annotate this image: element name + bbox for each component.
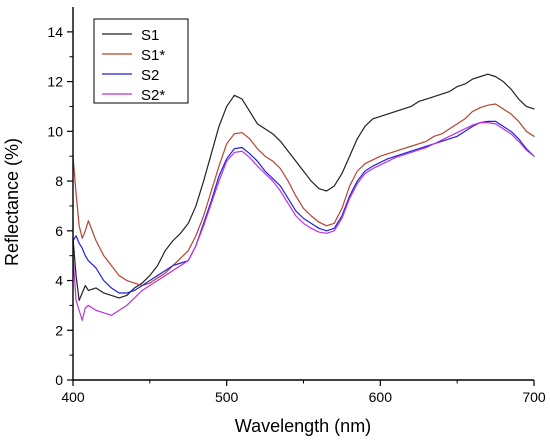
x-axis-label: Wavelength (nm): [235, 416, 371, 436]
series-line-s2: [72, 120, 535, 294]
y-tick-label-0: 0: [55, 372, 63, 388]
y-tick-label-8: 8: [55, 173, 63, 189]
x-tick-label-500: 500: [215, 389, 239, 405]
x-tick-label-600: 600: [369, 389, 393, 405]
y-tick-label-12: 12: [47, 74, 63, 90]
series-line-s1: [72, 73, 535, 302]
y-tick-label-10: 10: [47, 123, 63, 139]
y-tick-label-2: 2: [55, 322, 63, 338]
x-tick-label-400: 400: [61, 389, 85, 405]
legend-box: [93, 18, 189, 104]
y-tick-label-14: 14: [47, 24, 63, 40]
series-line-s2-star: [72, 122, 535, 321]
legend-label-s1: S1: [141, 27, 159, 44]
legend-label-s2-star: S2*: [141, 87, 165, 104]
axes-layer: 400 500 600 700 0 2 4 6 8 10 12 14: [47, 7, 546, 405]
legend: S1 S1* S2 S2*: [93, 18, 189, 104]
plot-content: [72, 73, 535, 321]
legend-label-s2: S2: [141, 67, 159, 84]
x-tick-label-700: 700: [522, 389, 546, 405]
y-axis-label: Reflectance (%): [2, 138, 22, 266]
legend-label-s1-star: S1*: [141, 47, 165, 64]
y-tick-label-4: 4: [55, 273, 63, 289]
series-line-s1-star: [72, 103, 535, 287]
y-tick-label-6: 6: [55, 223, 63, 239]
